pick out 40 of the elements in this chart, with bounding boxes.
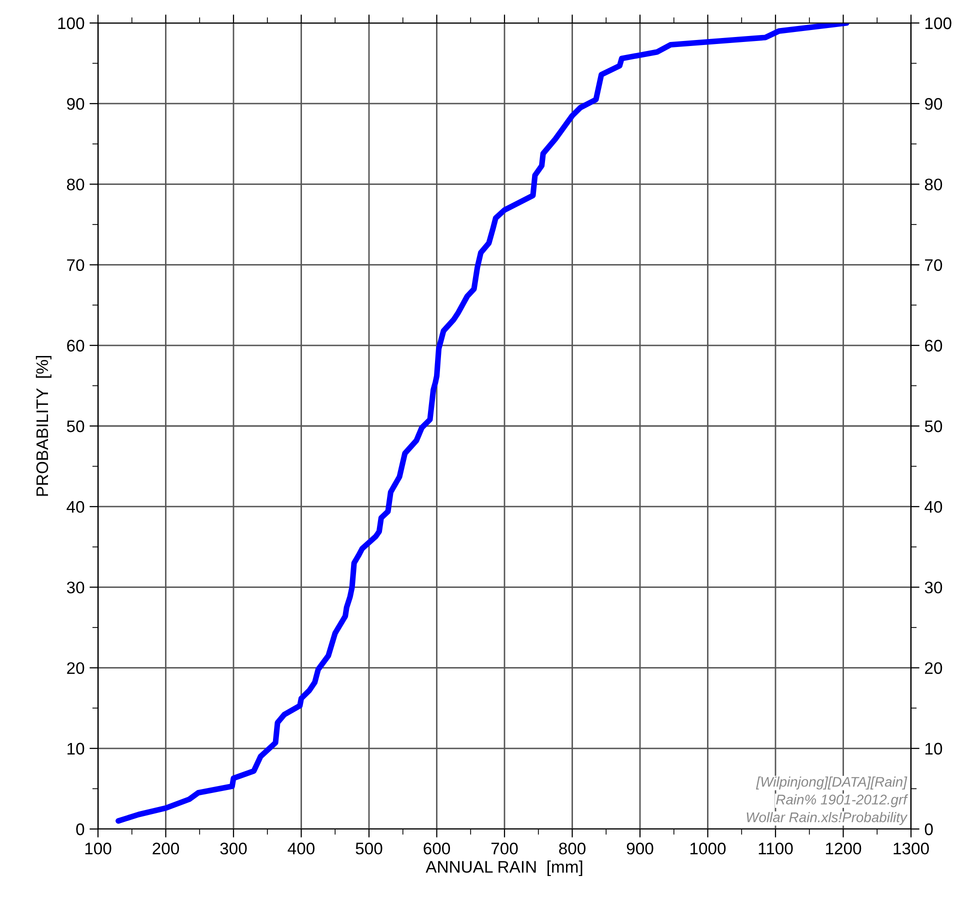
x-tick-label: 500 [356, 842, 382, 854]
x-tick-label: 300 [220, 842, 247, 854]
x-tick-label: 1200 [826, 842, 862, 854]
y-tick-label: 30 [66, 582, 84, 594]
x-tick-label: 200 [152, 842, 180, 854]
x-tick-label: 800 [559, 842, 586, 854]
annotation: [Wilpinjong][DATA][Rain] [756, 776, 908, 790]
y2-tick-label: 80 [924, 178, 942, 190]
x-tick-label: 100 [85, 842, 112, 854]
y-tick-label: 0 [76, 823, 84, 836]
y-tick-label: 20 [67, 662, 84, 674]
x-tick-label: 400 [288, 842, 315, 854]
y-tick-label: 60 [67, 340, 84, 352]
x-tick-label: 600 [424, 842, 450, 854]
y-axis-title: PROBABILITY [%] [36, 356, 52, 496]
y2-tick-label: 100 [925, 17, 952, 30]
y-tick-label: 50 [66, 420, 84, 432]
x-tick-label: 1000 [690, 842, 726, 854]
annotation: Rain% 1901-2012.grf [776, 794, 908, 808]
y-tick-label: 70 [67, 259, 84, 272]
y-tick-label: 80 [66, 178, 84, 190]
y2-tick-label: 70 [925, 259, 942, 272]
y2-tick-label: 30 [924, 582, 942, 594]
y2-tick-label: 10 [925, 742, 942, 755]
y-tick-label: 90 [67, 98, 84, 110]
y2-tick-label: 20 [925, 662, 942, 674]
y2-tick-label: 40 [924, 501, 942, 513]
y-tick-label: 40 [66, 501, 84, 513]
y-tick-label: 100 [58, 17, 84, 30]
y2-tick-label: 50 [924, 420, 942, 432]
x-tick-label: 1300 [894, 842, 929, 854]
y-tick-label: 10 [68, 742, 84, 755]
y2-tick-label: 60 [925, 340, 942, 352]
annotation: Wollar Rain.xls!Probability [746, 812, 908, 825]
y2-tick-label: 90 [924, 98, 942, 110]
x-tick-label: 1100 [758, 842, 793, 854]
x-tick-label: 700 [491, 842, 518, 854]
x-tick-label: 900 [626, 842, 654, 854]
x-axis-title: ANNUAL RAIN [mm] [426, 860, 582, 876]
y2-tick-label: 0 [924, 823, 933, 836]
